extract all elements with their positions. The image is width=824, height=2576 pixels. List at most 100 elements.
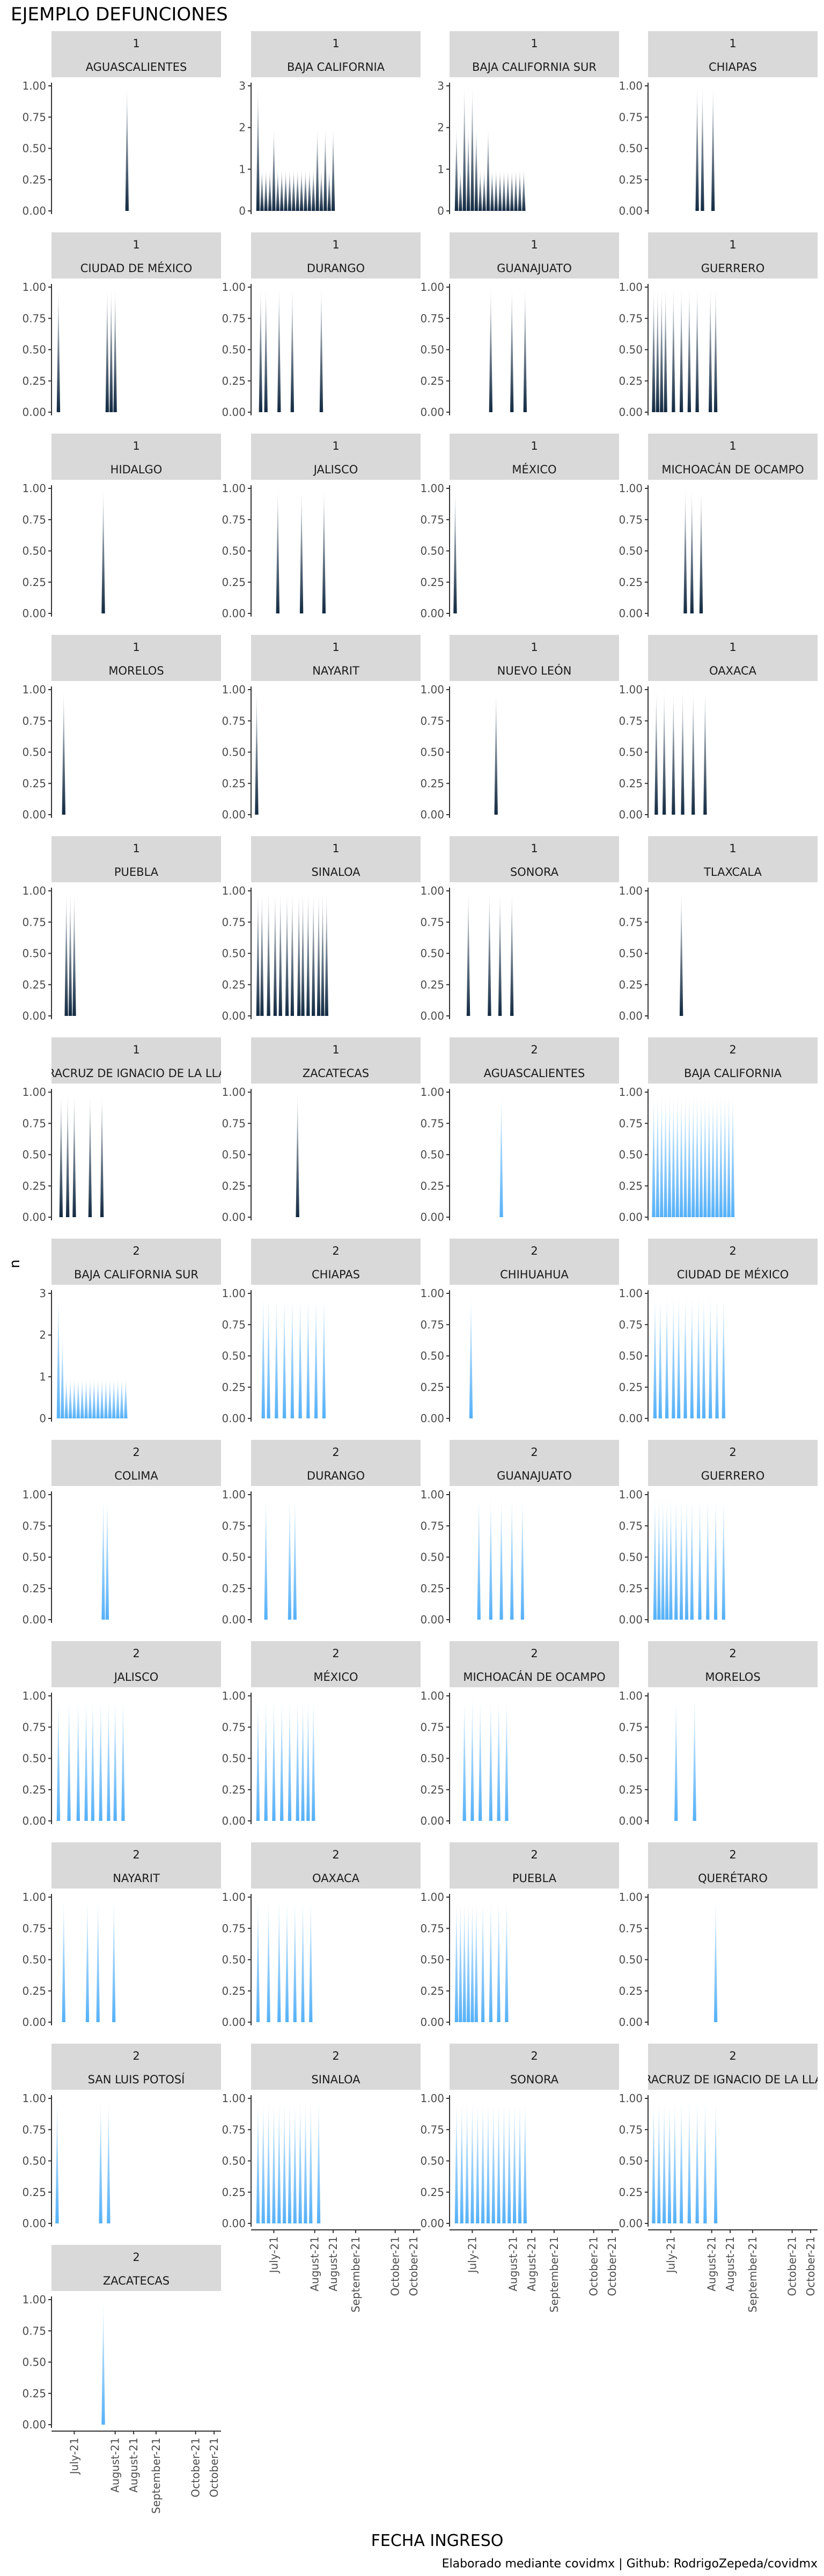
y-tick-label: 0.50	[619, 142, 643, 155]
strip-label-top: 2	[133, 1647, 139, 1660]
facet-strip	[648, 1037, 818, 1084]
strip-label-top: 2	[133, 2050, 139, 2062]
y-tick-label: 0.75	[222, 2123, 246, 2136]
data-spike	[260, 169, 264, 211]
y-tick-label: 0.00	[619, 1009, 643, 1022]
y-tick-label: 1	[239, 163, 246, 175]
y-tick-label: 0.00	[619, 607, 643, 620]
data-spike	[306, 1293, 310, 1418]
facet-panel: 2 SAN LUIS POTOSÍ 0.00 0.25 0.50 0.75 1.00	[22, 2044, 221, 2230]
facet-panel: 2 DURANGO 0.00 0.25 0.50 0.75 1.00	[222, 1440, 421, 1626]
data-spike	[713, 1897, 718, 2022]
facet-panel: 2 CHIAPAS 0.00 0.25 0.50 0.75 1.00	[222, 1239, 421, 1425]
strip-label-top: 1	[332, 1043, 339, 1056]
strip-label-top: 1	[332, 440, 339, 452]
facet-panel: 1 ZACATECAS 0.00 0.25 0.50 0.75 1.00	[222, 1037, 421, 1224]
data-spike	[510, 1495, 514, 1620]
facet-strip	[648, 836, 818, 882]
strip-label-bottom: VERACRUZ DE IGNACIO DE LA LLAVE	[33, 1067, 240, 1080]
x-tick-label: October-21	[804, 2236, 817, 2296]
facet-panels: 1 AGUASCALIENTES 0.00 0.25 0.50 0.75 1.00 1 BAJA…	[22, 31, 824, 2514]
y-tick-label: 0.50	[22, 1551, 46, 1564]
data-spike	[120, 1377, 124, 1418]
y-tick-label: 1.00	[619, 79, 643, 92]
data-spike	[277, 2098, 281, 2223]
y-tick-label: 0.75	[22, 2324, 46, 2337]
data-spike	[672, 287, 675, 412]
data-spike	[679, 287, 683, 412]
y-tick-label: 0.75	[619, 916, 643, 928]
y-tick-label: 0.00	[222, 406, 246, 419]
data-spike	[285, 891, 289, 1016]
data-spike	[256, 2098, 260, 2223]
y-tick-label: 0.00	[619, 1412, 643, 1425]
y-tick-label: 0.50	[22, 2356, 46, 2369]
data-spike	[256, 1897, 260, 2022]
strip-label-bottom: VERACRUZ DE IGNACIO DE LA LLAVE	[629, 2073, 824, 2086]
strip-label-top: 2	[729, 1245, 736, 1257]
data-spike	[99, 2098, 102, 2223]
data-spike	[91, 1696, 95, 1821]
data-spike	[713, 2098, 718, 2223]
data-spike	[731, 1092, 735, 1217]
y-tick-label: 0.00	[22, 406, 46, 419]
data-spike	[687, 287, 691, 412]
data-spike	[661, 1495, 665, 1620]
strip-label-top: 2	[729, 1848, 736, 1861]
y-tick-label: 0.75	[222, 1922, 246, 1935]
data-spike	[288, 169, 292, 211]
x-tick-label: October-21	[389, 2236, 402, 2296]
strip-label-top: 2	[332, 1647, 339, 1660]
data-spike	[681, 690, 685, 815]
data-spike	[502, 169, 506, 211]
y-tick-label: 1	[39, 1370, 46, 1383]
data-spike	[518, 2098, 522, 2223]
data-spike	[311, 169, 315, 211]
facet-panel: 2 GUANAJUATO 0.00 0.25 0.50 0.75 1.00	[420, 1440, 619, 1626]
data-spike	[695, 287, 699, 412]
data-spike	[327, 169, 331, 211]
data-spike	[505, 1696, 509, 1821]
chart-caption: Elaborado mediante covidmx | Github: Rod…	[442, 2557, 818, 2571]
data-spike	[690, 1495, 694, 1620]
strip-label-bottom: BAJA CALIFORNIA SUR	[74, 1268, 198, 1281]
y-tick-label: 1.00	[619, 1689, 643, 1702]
data-spike	[301, 891, 305, 1016]
y-tick-label: 1.00	[22, 1689, 46, 1702]
y-tick-label: 0.50	[22, 545, 46, 558]
data-spike	[267, 1897, 270, 2022]
data-spike	[96, 1897, 100, 2022]
y-tick-label: 1.00	[22, 79, 46, 92]
y-tick-label: 0.50	[222, 545, 246, 558]
strip-label-bottom: JALISCO	[313, 463, 358, 476]
data-spike	[56, 1696, 61, 1821]
y-tick-label: 0.50	[420, 746, 444, 759]
data-spike	[672, 1092, 675, 1217]
y-tick-label: 3	[239, 79, 246, 92]
data-spike	[518, 169, 522, 211]
y-tick-label: 0.75	[222, 1519, 246, 1532]
y-tick-label: 0.25	[22, 2186, 46, 2199]
y-tick-label: 1.00	[619, 884, 643, 897]
data-spike	[100, 1377, 104, 1418]
y-tick-label: 0.50	[22, 746, 46, 759]
data-spike	[285, 1897, 289, 2022]
data-spike	[711, 86, 715, 211]
data-spike	[679, 891, 683, 1016]
data-spike	[683, 1293, 687, 1418]
data-spike	[278, 891, 282, 1016]
data-spike	[298, 1293, 302, 1418]
y-tick-label: 0.25	[222, 2186, 246, 2199]
data-spike	[489, 1696, 493, 1821]
facet-panel: 2 COLIMA 0.00 0.25 0.50 0.75 1.00	[22, 1440, 221, 1626]
y-tick-label: 1.00	[222, 482, 246, 495]
y-tick-label: 0.00	[222, 1814, 246, 1827]
data-spike	[256, 86, 260, 211]
strip-label-bottom: COLIMA	[114, 1469, 158, 1482]
data-spike	[267, 891, 270, 1016]
facet-panel: 1 SONORA 0.00 0.25 0.50 0.75 1.00	[420, 836, 619, 1022]
strip-label-top: 1	[133, 440, 139, 452]
y-tick-label: 0.25	[22, 1985, 46, 1997]
data-spike	[683, 1092, 687, 1217]
y-tick-label: 0.50	[22, 1752, 46, 1765]
